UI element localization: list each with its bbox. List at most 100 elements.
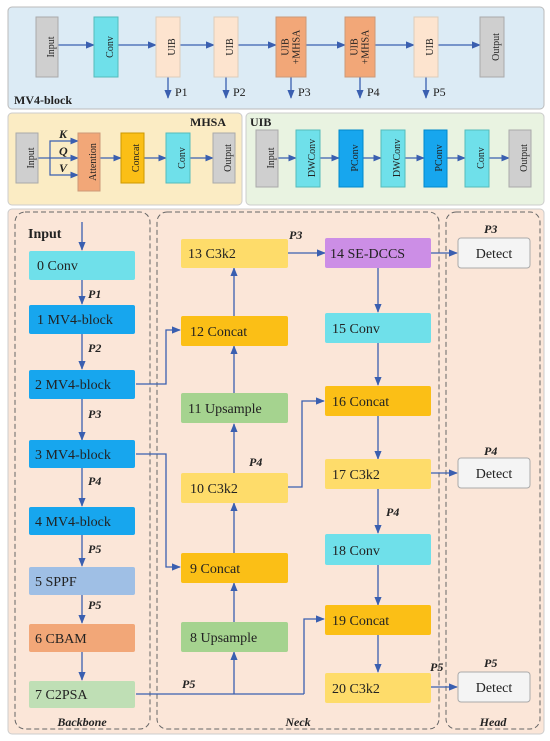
node-9-label: 9 Concat xyxy=(190,562,240,577)
edge-label-p5-b: P5 xyxy=(88,598,101,612)
uib-pconv-label-1: PConv xyxy=(350,144,361,171)
node-10-c3k2 xyxy=(181,473,288,503)
uib-dwconv-block-1 xyxy=(295,129,321,188)
node-11-upsample xyxy=(181,393,288,423)
mv4-p4-label: P4 xyxy=(367,85,380,99)
mv4-uib-mhsa-label-2: UIB+MHSA xyxy=(350,29,372,64)
node-0-label: 0 Conv xyxy=(37,259,78,274)
uib-pconv-block-1 xyxy=(338,129,364,188)
edge-label-p4: P4 xyxy=(88,474,101,488)
mhsa-conv-label: Conv xyxy=(177,147,188,169)
neck-section xyxy=(156,211,440,730)
backbone-section xyxy=(14,211,151,730)
mhsa-concat-label: Concat xyxy=(131,144,142,173)
node-19-concat xyxy=(325,605,431,635)
node-detect-p4 xyxy=(457,457,531,489)
uib-pconv-block-2 xyxy=(423,129,448,188)
head-label-p5: P5 xyxy=(484,656,497,670)
mhsa-attention-label: Attention xyxy=(88,143,99,181)
node-18-conv xyxy=(325,534,431,565)
head-label: Head xyxy=(479,715,508,729)
mhsa-q-label: Q xyxy=(59,144,68,158)
mv4-p2-label: P2 xyxy=(233,85,246,99)
mv4-uib-block-3 xyxy=(413,16,439,78)
neck-label-p5-b: P5 xyxy=(430,660,443,674)
mv4-uib-label-1: UIB xyxy=(167,38,178,56)
node-1-mv4-block xyxy=(29,305,135,334)
node-6-label: 6 CBAM xyxy=(35,632,87,647)
node-17-label: 17 C3k2 xyxy=(332,468,380,483)
backbone-label: Backbone xyxy=(56,715,107,729)
mhsa-attention-block xyxy=(77,132,101,192)
uib-dwconv-label-2: DWConv xyxy=(392,139,403,177)
node-4-mv4-block xyxy=(29,507,135,535)
head-label-p3: P3 xyxy=(484,222,497,236)
node-12-label: 12 Concat xyxy=(190,325,247,340)
neck-label-p4-a: P4 xyxy=(249,455,262,469)
mv4-p3-label: P3 xyxy=(298,85,311,99)
uib-conv-block xyxy=(464,129,490,188)
mv4-p5-label: P5 xyxy=(433,85,446,99)
mv4-title: MV4-block xyxy=(14,93,72,107)
uib-conv-label: Conv xyxy=(476,147,487,169)
node-17-c3k2 xyxy=(325,459,431,489)
mhsa-v-label: V xyxy=(59,161,68,175)
mv4-output-label: Output xyxy=(491,33,502,61)
head-section xyxy=(445,211,541,730)
neck-label: Neck xyxy=(284,715,310,729)
mv4-output-block xyxy=(479,16,505,78)
node-15-conv xyxy=(325,313,431,343)
detect-p3-label: Detect xyxy=(476,247,513,262)
node-19-label: 19 Concat xyxy=(332,614,389,629)
node-18-label: 18 Conv xyxy=(332,544,380,559)
mv4-input-block xyxy=(35,16,59,78)
mv4-conv-label: Conv xyxy=(105,36,116,58)
mv4-input-label: Input xyxy=(46,36,57,57)
mv4-conv-block xyxy=(93,16,119,78)
detect-p4-label: Detect xyxy=(476,467,513,482)
mv4-uib-block-2 xyxy=(213,16,239,78)
neck-label-p4-b: P4 xyxy=(386,505,399,519)
uib-input-label: Input xyxy=(266,147,277,168)
node-6-cbam xyxy=(29,624,135,652)
mhsa-concat-block xyxy=(120,132,145,184)
node-8-upsample xyxy=(181,622,288,652)
node-2-label: 2 MV4-block xyxy=(35,378,111,393)
node-3-mv4-block xyxy=(29,440,135,468)
node-10-label: 10 C3k2 xyxy=(190,482,238,497)
detect-p5-label: Detect xyxy=(476,681,513,696)
node-2-mv4-block xyxy=(29,370,135,399)
edge-label-p1: P1 xyxy=(88,287,101,301)
node-1-label: 1 MV4-block xyxy=(37,313,113,328)
edge-label-p2: P2 xyxy=(88,341,101,355)
node-7-c2psa xyxy=(29,681,135,708)
head-label-p4: P4 xyxy=(484,444,497,458)
uib-pconv-label-2: PConv xyxy=(434,144,445,171)
uib-output-label: Output xyxy=(519,144,530,172)
node-14-se-dccs xyxy=(325,238,431,268)
mhsa-input-block xyxy=(15,132,39,184)
mv4-uib-block-1 xyxy=(155,16,181,78)
uib-input-block xyxy=(255,129,279,188)
node-20-label: 20 C3k2 xyxy=(332,682,380,697)
mv4-uib-mhsa-block-1 xyxy=(275,16,307,78)
uib-output-block xyxy=(508,129,532,188)
node-detect-p3 xyxy=(457,237,531,269)
mhsa-output-block xyxy=(212,132,236,184)
mhsa-title: MHSA xyxy=(190,115,226,129)
node-5-sppf xyxy=(29,567,135,595)
node-5-label: 5 SPPF xyxy=(35,575,77,590)
node-8-label: 8 Upsample xyxy=(190,631,257,646)
node-13-label: 13 C3k2 xyxy=(188,247,236,262)
node-detect-p5 xyxy=(457,671,531,703)
node-3-label: 3 MV4-block xyxy=(35,448,111,463)
neck-label-p5: P5 xyxy=(182,677,195,691)
node-20-c3k2 xyxy=(325,673,431,703)
node-15-label: 15 Conv xyxy=(332,322,380,337)
neck-label-p3: P3 xyxy=(289,228,302,242)
node-12-concat xyxy=(181,316,288,346)
mhsa-conv-block xyxy=(165,132,191,184)
node-14-label: 14 SE-DCCS xyxy=(330,247,405,262)
node-16-concat xyxy=(325,386,431,416)
edge-label-p5-a: P5 xyxy=(88,542,101,556)
